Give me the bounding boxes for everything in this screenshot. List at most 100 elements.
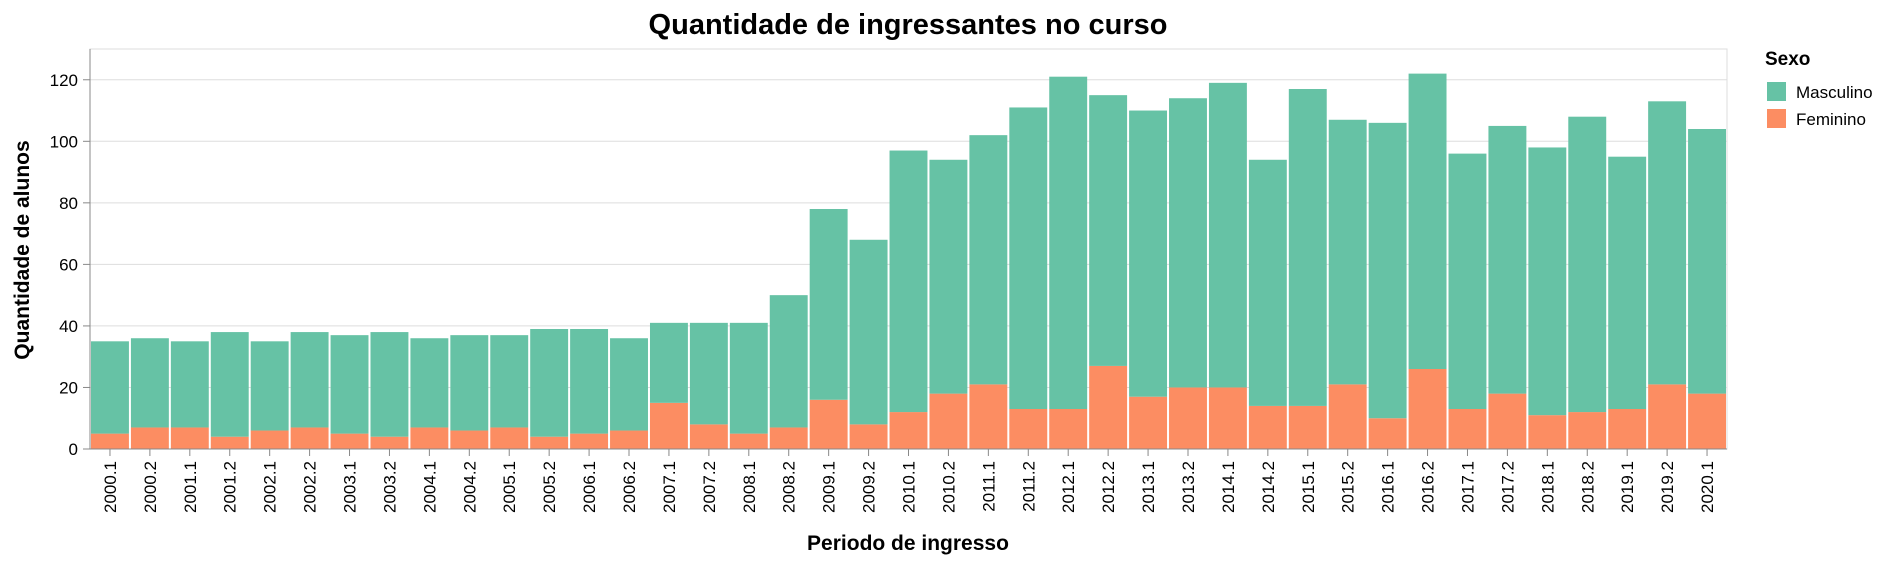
x-tick-label: 2014.1: [1219, 461, 1238, 513]
bar-feminino: [1248, 405, 1287, 449]
x-tick-label: 2009.1: [820, 461, 839, 513]
bar-feminino: [929, 393, 968, 449]
bar-feminino: [969, 384, 1008, 449]
bar-feminino: [91, 433, 129, 449]
bar-masculino: [1608, 156, 1647, 409]
bar-masculino: [1089, 95, 1128, 366]
legend-label-masculino: Masculino: [1796, 83, 1873, 102]
bar-masculino: [1648, 101, 1687, 385]
bar-masculino: [689, 322, 728, 425]
bar-masculino: [490, 335, 529, 428]
x-tick-label: 2020.1: [1698, 461, 1717, 513]
bar-feminino: [1488, 393, 1527, 449]
legend: Sexo Masculino Feminino: [1765, 49, 1873, 129]
x-tick-label: 2011.1: [979, 461, 998, 512]
x-tick-label: 2014.2: [1259, 461, 1278, 513]
x-tick-label: 2009.2: [860, 461, 879, 513]
bar-masculino: [1368, 122, 1407, 419]
bar-masculino: [1049, 76, 1088, 409]
bar-feminino: [1328, 384, 1367, 449]
bar-feminino: [649, 402, 688, 449]
x-tick-label: 2015.1: [1299, 461, 1318, 513]
x-tick-label: 2004.1: [420, 461, 439, 513]
x-tick-label: 2012.1: [1059, 461, 1078, 513]
bar-feminino: [1009, 409, 1048, 449]
bar-feminino: [610, 430, 648, 449]
bar-feminino: [1608, 409, 1647, 449]
bar-feminino: [250, 430, 289, 449]
bar-masculino: [610, 338, 648, 431]
x-tick-label: 2008.2: [780, 461, 799, 513]
bar-masculino: [889, 150, 928, 413]
bar-feminino: [849, 424, 888, 449]
x-tick-label: 2018.1: [1538, 461, 1557, 513]
x-tick-label: 2008.1: [740, 461, 759, 513]
bar-masculino: [410, 338, 449, 428]
bar-masculino: [130, 338, 169, 428]
bar-masculino: [1568, 116, 1607, 413]
x-tick-label: 2016.2: [1419, 461, 1438, 513]
bar-feminino: [290, 427, 329, 449]
bar-masculino: [1528, 147, 1567, 416]
y-axis-ticks: 0 20 40 60 80 100 120: [50, 71, 90, 459]
bar-masculino: [330, 335, 369, 434]
bar-masculino: [290, 332, 329, 428]
bar-masculino: [1448, 153, 1487, 409]
bar-feminino: [729, 433, 768, 449]
y-tick-label: 40: [59, 317, 78, 336]
x-tick-label: 2007.2: [700, 461, 719, 513]
x-tick-label: 2003.1: [341, 461, 360, 513]
x-tick-label: 2010.2: [939, 461, 958, 513]
bar-feminino: [689, 424, 728, 449]
bar-masculino: [1328, 119, 1367, 385]
x-tick-label: 2016.1: [1379, 461, 1398, 513]
x-axis-ticks: 2000.1 2000.2 2001.1 2001.2 2002.1 2002.2 2003…: [101, 449, 1717, 513]
x-tick-label: 2019.1: [1618, 461, 1637, 513]
bar-masculino: [1488, 125, 1527, 394]
y-tick-label: 0: [69, 440, 78, 459]
bar-masculino: [1009, 107, 1048, 409]
x-tick-label: 2010.1: [900, 461, 919, 513]
bar-masculino: [1208, 82, 1247, 388]
x-tick-label: 2001.1: [181, 461, 200, 513]
bar-feminino: [1049, 409, 1088, 449]
x-tick-label: 2011.2: [1019, 461, 1038, 512]
x-axis-title: Periodo de ingresso: [807, 532, 1009, 555]
bar-feminino: [130, 427, 169, 449]
x-tick-label: 2015.2: [1339, 461, 1358, 513]
bar-masculino: [649, 322, 688, 403]
y-axis-title: Quantidade de alunos: [11, 140, 34, 359]
bar-masculino: [929, 159, 968, 394]
bars-group: [91, 73, 1726, 449]
x-tick-label: 2000.2: [141, 461, 160, 513]
x-tick-label: 2005.1: [500, 461, 519, 513]
x-tick-label: 2019.2: [1658, 461, 1677, 513]
bar-feminino: [530, 436, 569, 449]
legend-swatch-masculino: [1767, 82, 1786, 101]
bar-feminino: [1288, 405, 1327, 449]
bar-feminino: [170, 427, 209, 449]
x-tick-label: 2017.2: [1498, 461, 1517, 513]
bar-feminino: [410, 427, 449, 449]
bar-masculino: [1248, 159, 1287, 406]
bar-masculino: [170, 341, 209, 428]
bar-feminino: [570, 433, 609, 449]
bar-feminino: [809, 399, 848, 449]
x-tick-label: 2017.1: [1458, 461, 1477, 513]
bar-masculino: [809, 209, 848, 400]
bar-masculino: [849, 239, 888, 425]
bar-masculino: [1129, 110, 1168, 397]
bar-feminino: [490, 427, 529, 449]
bar-feminino: [1648, 384, 1687, 449]
bar-masculino: [530, 329, 569, 437]
bar-masculino: [969, 135, 1008, 385]
bar-feminino: [370, 436, 409, 449]
chart-title: Quantidade de ingressantes no curso: [649, 9, 1168, 41]
x-tick-label: 2000.1: [101, 461, 120, 513]
bar-feminino: [1208, 387, 1247, 449]
bar-feminino: [1688, 393, 1726, 449]
bar-masculino: [1408, 73, 1447, 369]
x-tick-label: 2006.1: [580, 461, 599, 513]
bar-feminino: [1169, 387, 1207, 449]
